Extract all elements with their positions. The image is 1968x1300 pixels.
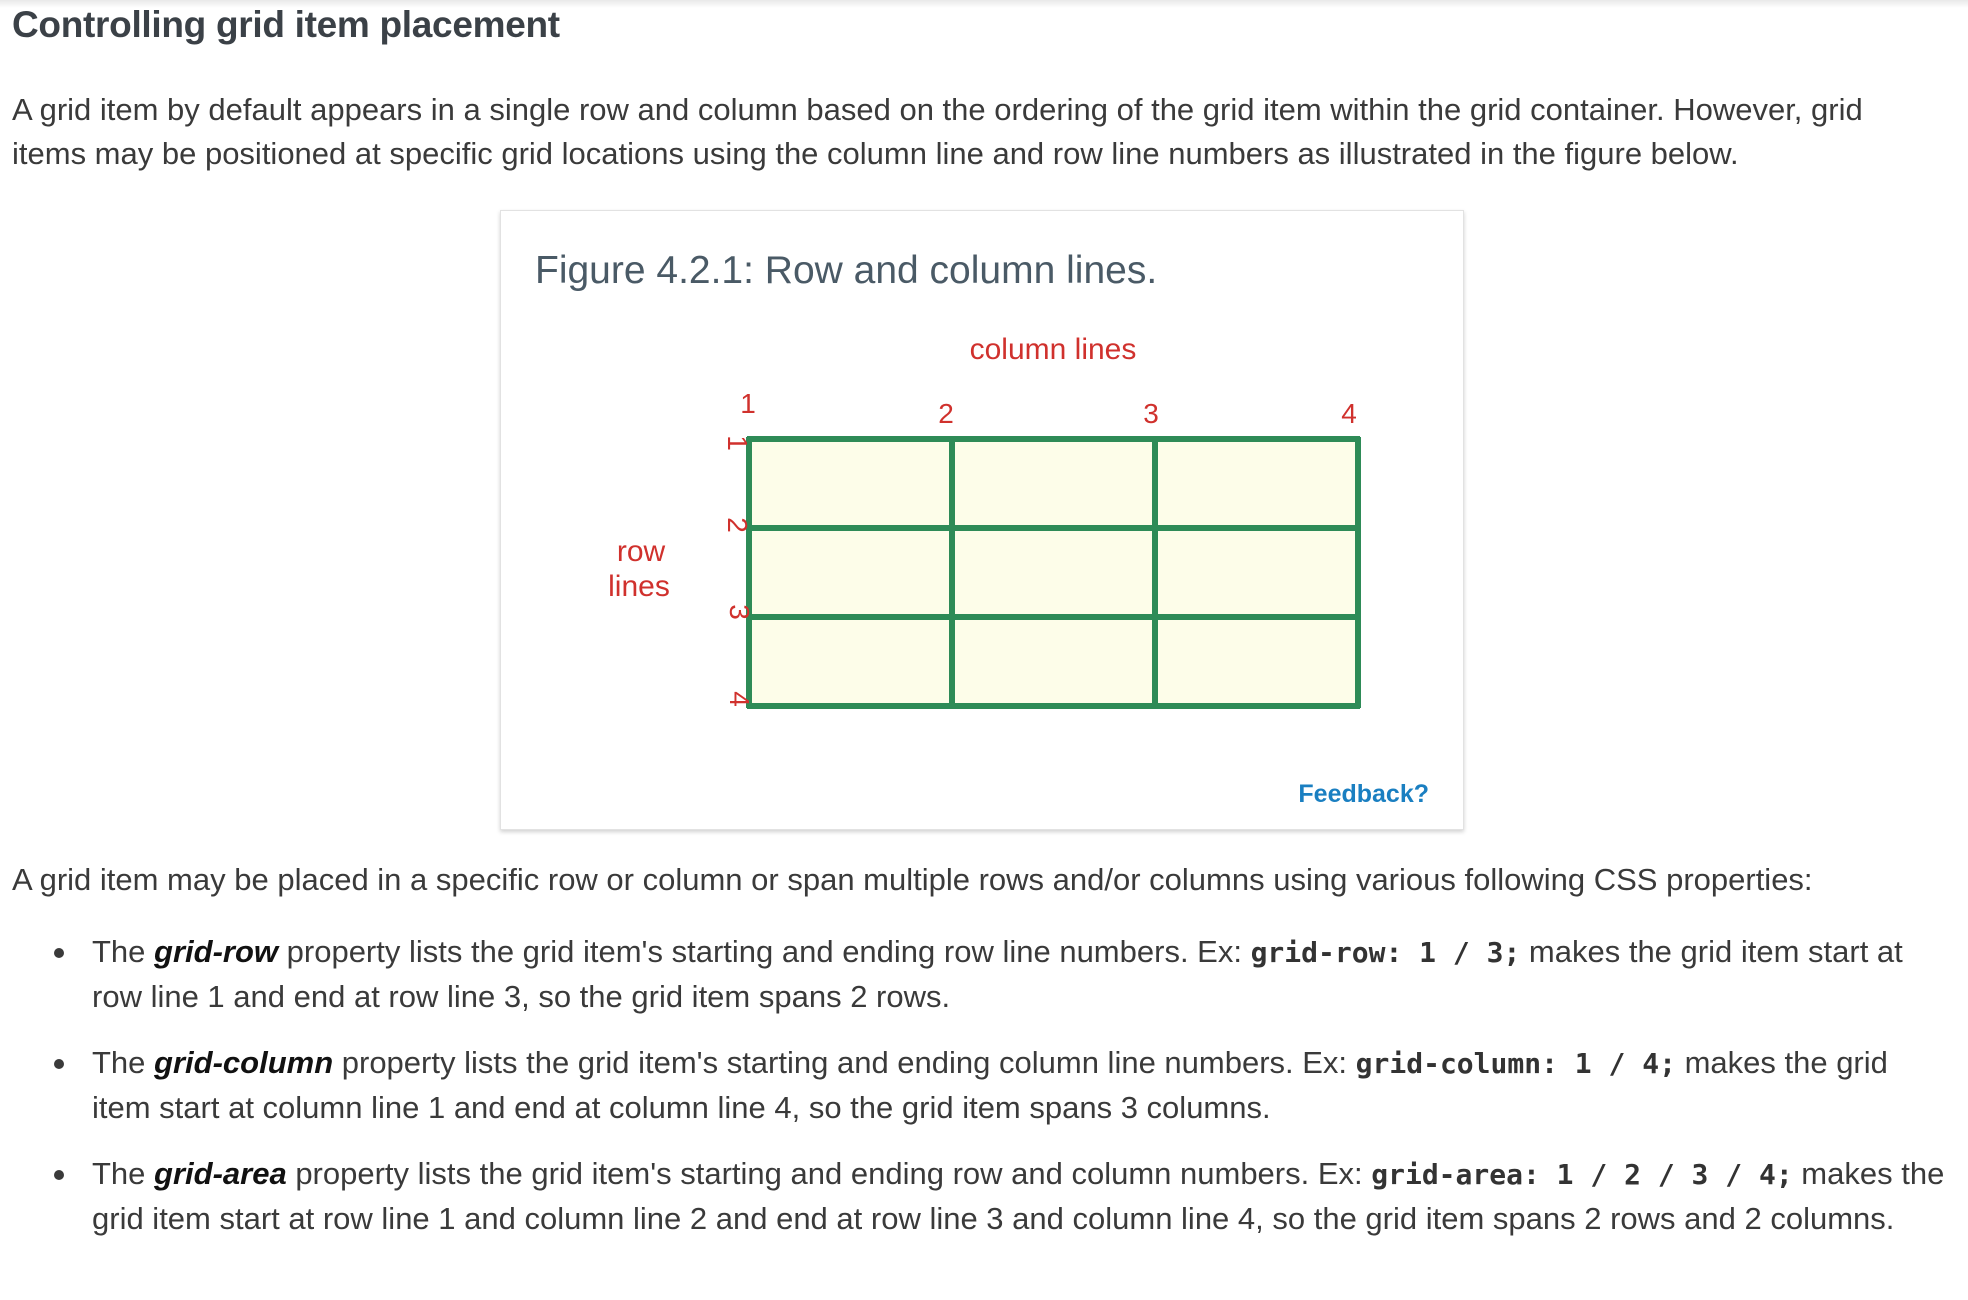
row-number-4: 4 [724, 691, 755, 707]
figure-caption: Figure 4.2.1: Row and column lines. [535, 249, 1158, 292]
bullet-prefix: The [92, 1045, 155, 1080]
bullet-text: makes the grid item start at row line 1 … [92, 934, 1903, 1014]
section-title: Controlling grid item placement [12, 4, 560, 45]
grid-cell [1155, 439, 1358, 528]
grid-cell [1155, 617, 1358, 706]
grid-cells [749, 439, 1358, 706]
list-item: The grid-area property lists the grid it… [0, 1152, 1968, 1241]
grid-cell [749, 439, 952, 528]
grid-lines-diagram: column lines 1 2 3 4 1 2 3 4 row lines [608, 333, 1361, 709]
row-number-3: 3 [724, 604, 755, 620]
column-number-1: 1 [740, 388, 756, 419]
property-name: grid-area [154, 1156, 287, 1191]
figure-card: Figure 4.2.1: Row and column lines. colu… [500, 210, 1464, 830]
bullet-text: makes the grid item start at row line 1 … [92, 1156, 1945, 1236]
bullet-dot-icon [54, 1170, 64, 1180]
properties-intro: A grid item may be placed in a specific … [12, 862, 1813, 897]
bullet-prefix: The [92, 934, 155, 969]
bullet-dot-icon [54, 948, 64, 958]
intro-paragraph: A grid item by default appears in a sing… [12, 92, 1863, 171]
bullet-text: property lists the grid item's starting … [333, 1045, 1356, 1080]
grid-cell [749, 528, 952, 617]
bullet-text: makes the grid item start at column line… [92, 1045, 1888, 1125]
grid-cell [952, 528, 1155, 617]
code-example: grid-area: 1 / 2 / 3 / 4; [1371, 1158, 1793, 1191]
row-number-2: 2 [722, 517, 753, 533]
bullet-dot-icon [54, 1059, 64, 1069]
column-number-4: 4 [1341, 398, 1357, 429]
column-number-3: 3 [1143, 398, 1159, 429]
grid-border-lines [746, 436, 1361, 709]
column-lines-label: column lines [970, 333, 1137, 366]
column-number-2: 2 [938, 398, 954, 429]
row-lines-label-line2: lines [608, 570, 670, 603]
code-example: grid-row: 1 / 3; [1250, 936, 1521, 969]
bullet-prefix: The [92, 1156, 155, 1191]
grid-cell [1155, 528, 1358, 617]
row-lines-label-line1: row [617, 535, 666, 568]
property-name: grid-row [154, 934, 279, 969]
bullet-text: property lists the grid item's starting … [278, 934, 1251, 969]
grid-cell [952, 439, 1155, 528]
list-item: The grid-row property lists the grid ite… [0, 930, 1968, 1019]
property-name: grid-column [154, 1045, 334, 1080]
css-properties-list: The grid-row property lists the grid ite… [0, 930, 1968, 1263]
feedback-link[interactable]: Feedback? [1298, 780, 1429, 808]
top-shadow-bar [0, 0, 1968, 8]
grid-cell [952, 617, 1155, 706]
code-example: grid-column: 1 / 4; [1355, 1047, 1676, 1080]
row-number-1: 1 [722, 435, 753, 451]
grid-cell [749, 617, 952, 706]
list-item: The grid-column property lists the grid … [0, 1041, 1968, 1130]
bullet-text: property lists the grid item's starting … [286, 1156, 1372, 1191]
